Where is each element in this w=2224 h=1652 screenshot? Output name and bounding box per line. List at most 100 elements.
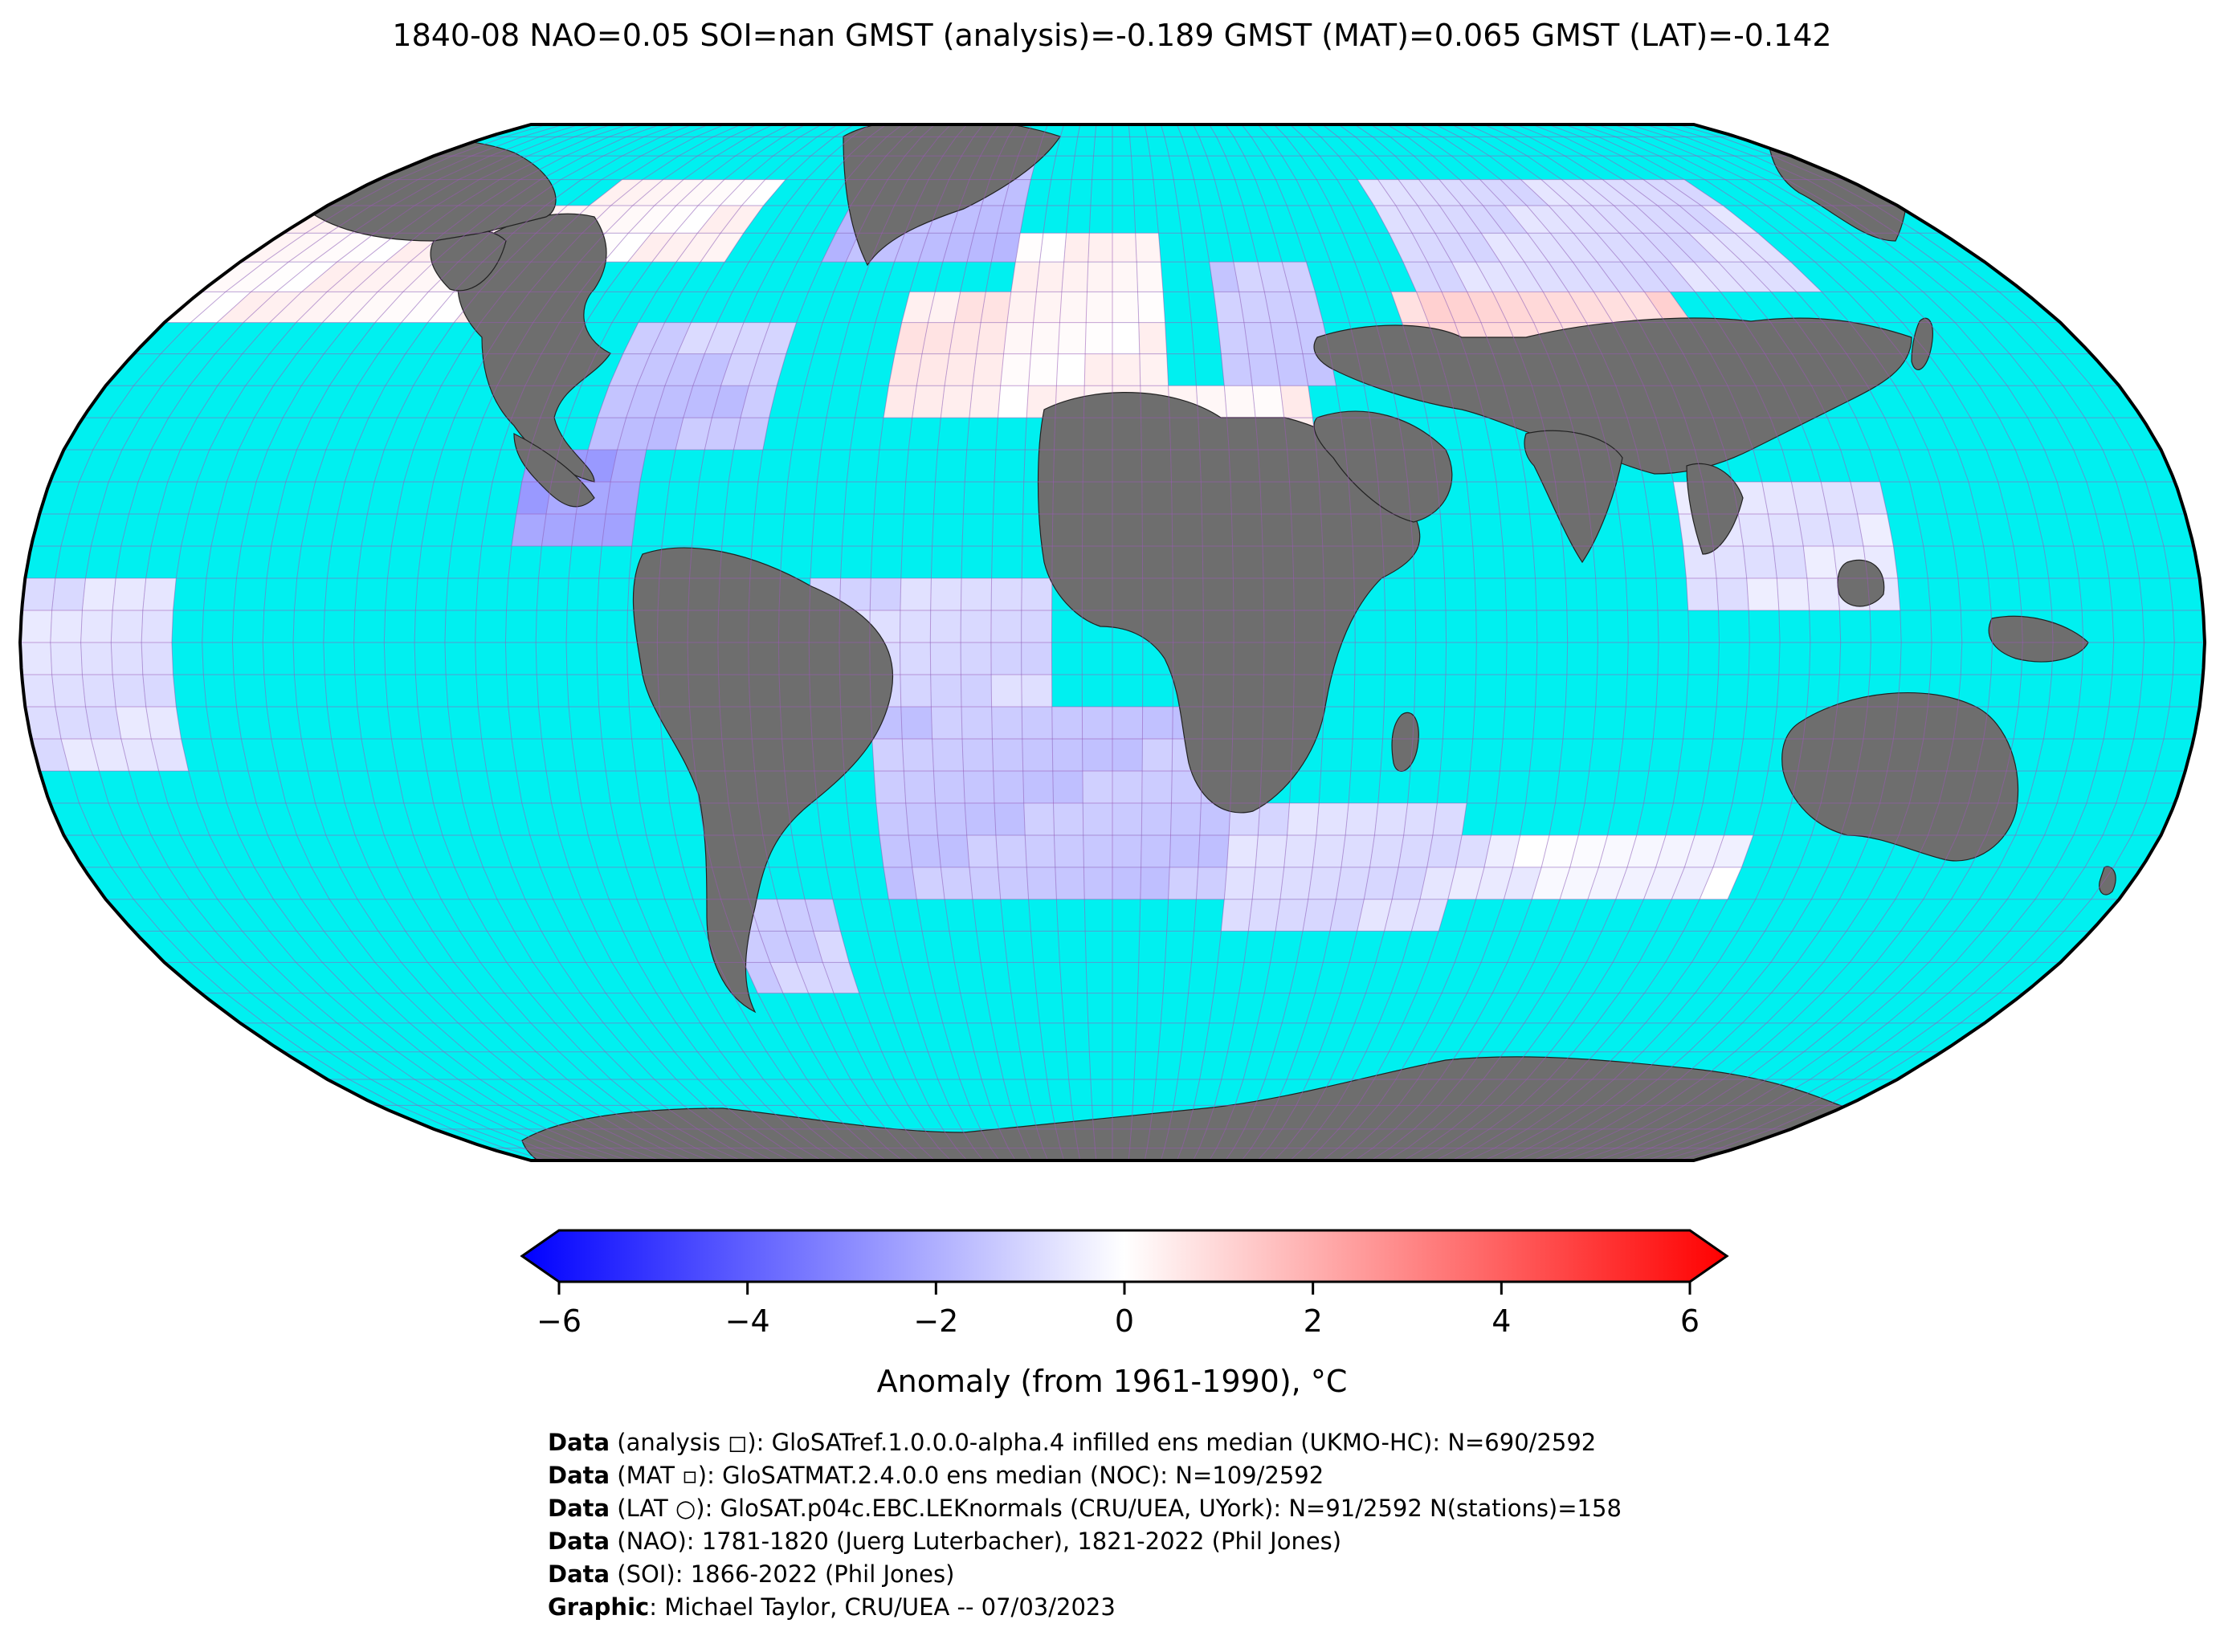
land-australia bbox=[1781, 691, 2019, 862]
anomaly-cell bbox=[1618, 292, 1666, 323]
anomaly-cell bbox=[1252, 385, 1284, 418]
anomaly-cell bbox=[733, 418, 769, 451]
anomaly-cell bbox=[112, 578, 146, 610]
anomaly-cell bbox=[962, 739, 994, 771]
anomaly-cell bbox=[80, 642, 113, 675]
anomaly-cell bbox=[1021, 642, 1052, 675]
anomaly-cell bbox=[769, 962, 809, 993]
anomaly-cell bbox=[674, 205, 720, 234]
anomaly-cell bbox=[1434, 233, 1476, 263]
land-borneo bbox=[1837, 559, 1885, 607]
anomaly-cell bbox=[1777, 578, 1810, 610]
anomaly-cell bbox=[930, 675, 961, 707]
anomaly-cell bbox=[627, 233, 675, 263]
anomaly-cell bbox=[894, 233, 928, 263]
anomaly-cell bbox=[239, 233, 306, 263]
anomaly-cell bbox=[1655, 834, 1696, 867]
anomaly-cell bbox=[1022, 707, 1053, 739]
anomaly-cell bbox=[1196, 867, 1227, 899]
anomaly-cell bbox=[589, 179, 643, 206]
anomaly-cell bbox=[966, 834, 998, 867]
anomaly-cell bbox=[116, 707, 152, 739]
anomaly-cell bbox=[1199, 803, 1230, 835]
anomaly-cell bbox=[1141, 834, 1171, 867]
anomaly-cell bbox=[1573, 262, 1619, 292]
anomaly-cell bbox=[1403, 262, 1443, 292]
anomaly-cell bbox=[327, 262, 386, 292]
anomaly-cell bbox=[650, 322, 692, 354]
anomaly-cell bbox=[1619, 233, 1670, 263]
anomaly-cell bbox=[1492, 292, 1534, 323]
anomaly-cell bbox=[1596, 233, 1646, 263]
anomaly-cell bbox=[905, 803, 938, 835]
anomaly-cell bbox=[1141, 803, 1172, 835]
anomaly-cell bbox=[25, 707, 61, 739]
anomaly-cell bbox=[377, 262, 435, 292]
anomaly-cell bbox=[990, 610, 1022, 642]
anomaly-cell bbox=[1761, 482, 1798, 514]
anomaly-cell bbox=[991, 233, 1021, 263]
anomaly-cell bbox=[1475, 262, 1518, 292]
anomaly-cell bbox=[1455, 834, 1492, 867]
anomaly-cell bbox=[1712, 233, 1767, 263]
anomaly-cell bbox=[322, 292, 378, 323]
anomaly-cell bbox=[935, 803, 967, 835]
anomaly-cell bbox=[700, 233, 744, 263]
anomaly-cell bbox=[1270, 322, 1303, 354]
anomaly-cell bbox=[912, 385, 945, 418]
anomaly-cell bbox=[1198, 834, 1230, 867]
anomaly-cell bbox=[1083, 867, 1112, 899]
anomaly-cell bbox=[698, 179, 745, 206]
anomaly-cell bbox=[1587, 867, 1627, 899]
anomaly-cell bbox=[1112, 292, 1139, 323]
anomaly-cell bbox=[82, 675, 116, 707]
land-new-zealand bbox=[2099, 866, 2116, 895]
anomaly-cell bbox=[588, 418, 626, 451]
anomaly-cell bbox=[1426, 834, 1463, 867]
anomaly-cell bbox=[651, 233, 698, 263]
anomaly-cell bbox=[954, 292, 986, 323]
anomaly-cell bbox=[120, 739, 159, 771]
anomaly-cell bbox=[1142, 707, 1173, 739]
footer-text: : Michael Taylor, CRU/UEA -- 07/03/2023 bbox=[649, 1593, 1116, 1621]
anomaly-cell bbox=[1052, 771, 1083, 803]
anomaly-cell bbox=[902, 739, 934, 771]
anomaly-cell bbox=[870, 233, 905, 263]
anomaly-cell bbox=[991, 707, 1022, 739]
anomaly-cell bbox=[1669, 262, 1721, 292]
land-india bbox=[1524, 430, 1623, 564]
anomaly-cell bbox=[1083, 834, 1112, 867]
anomaly-cell bbox=[1500, 179, 1549, 206]
anomaly-cell bbox=[697, 205, 742, 234]
anomaly-cell bbox=[1142, 739, 1173, 771]
anomaly-cell bbox=[895, 322, 928, 354]
colorbar-tick-label: 6 bbox=[1680, 1303, 1700, 1339]
anomaly-cell bbox=[1622, 179, 1679, 206]
anomaly-cell bbox=[610, 450, 647, 482]
anomaly-cell bbox=[1275, 353, 1308, 386]
anomaly-cell bbox=[991, 578, 1022, 610]
footer-line: Data (NAO): 1781-1820 (Juerg Luterbacher… bbox=[548, 1525, 1622, 1558]
anomaly-cell bbox=[1418, 179, 1462, 206]
anomaly-cell bbox=[1389, 233, 1428, 263]
anomaly-cell bbox=[998, 385, 1029, 418]
anomaly-cell bbox=[1139, 353, 1169, 386]
anomaly-cell bbox=[301, 262, 361, 292]
lat-lon-grid bbox=[20, 124, 2205, 1160]
anomaly-cell bbox=[1248, 899, 1280, 932]
anomaly-cell bbox=[111, 610, 143, 642]
anomaly-cell bbox=[1226, 834, 1259, 867]
anomaly-cell bbox=[990, 642, 1022, 675]
anomaly-cell bbox=[1258, 262, 1290, 292]
anomaly-cell bbox=[1459, 179, 1505, 206]
anomaly-cell bbox=[296, 292, 353, 323]
anomaly-cell bbox=[1308, 867, 1341, 899]
footer-key: Data bbox=[548, 1495, 610, 1522]
anomaly-cell bbox=[1051, 707, 1083, 739]
anomaly-cell bbox=[1373, 205, 1413, 234]
anomaly-cell bbox=[1484, 834, 1520, 867]
anomaly-cell bbox=[1742, 262, 1797, 292]
anomaly-cell bbox=[164, 292, 226, 323]
anomaly-cell bbox=[741, 385, 777, 418]
anomaly-cell bbox=[1803, 546, 1838, 578]
